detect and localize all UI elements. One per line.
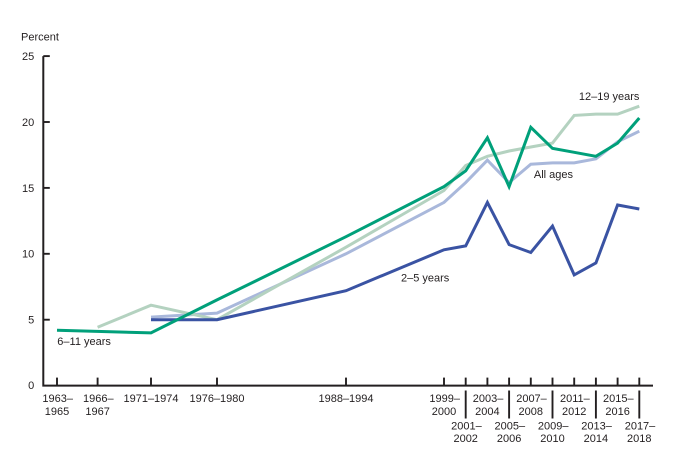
svg-text:2015–: 2015– [603, 393, 634, 405]
svg-text:All ages: All ages [534, 169, 574, 181]
svg-text:2–5 years: 2–5 years [401, 273, 450, 285]
svg-text:2002: 2002 [453, 433, 477, 445]
svg-text:2010: 2010 [540, 433, 564, 445]
svg-text:2005–: 2005– [495, 420, 526, 432]
svg-text:2003–: 2003– [473, 393, 504, 405]
svg-text:2013–: 2013– [581, 420, 612, 432]
svg-text:20: 20 [22, 117, 34, 129]
svg-text:6–11 years: 6–11 years [57, 336, 111, 348]
svg-text:2017–: 2017– [625, 420, 656, 432]
svg-text:1976–1980: 1976–1980 [189, 393, 244, 405]
svg-text:1963–: 1963– [42, 393, 73, 405]
svg-text:2001–: 2001– [451, 420, 482, 432]
svg-text:2012: 2012 [562, 406, 586, 418]
svg-text:2004: 2004 [475, 406, 499, 418]
svg-text:Percent: Percent [21, 32, 59, 44]
svg-text:25: 25 [22, 51, 34, 63]
svg-text:2016: 2016 [605, 406, 629, 418]
svg-text:2018: 2018 [627, 433, 651, 445]
svg-text:15: 15 [22, 183, 34, 195]
svg-text:10: 10 [22, 249, 34, 261]
svg-text:12–19 years: 12–19 years [579, 91, 640, 103]
svg-text:1965: 1965 [45, 406, 69, 418]
svg-text:2000: 2000 [432, 406, 456, 418]
svg-text:2008: 2008 [519, 406, 543, 418]
svg-text:2006: 2006 [497, 433, 521, 445]
svg-text:1999–: 1999– [429, 393, 460, 405]
svg-text:1971–1974: 1971–1974 [123, 393, 178, 405]
svg-text:1967: 1967 [85, 406, 109, 418]
svg-text:1966–: 1966– [83, 393, 114, 405]
svg-text:2014: 2014 [584, 433, 608, 445]
svg-text:2011–: 2011– [560, 393, 591, 405]
svg-text:2007–: 2007– [516, 393, 547, 405]
svg-text:0: 0 [28, 380, 34, 392]
svg-text:2009–: 2009– [538, 420, 569, 432]
svg-text:1988–1994: 1988–1994 [318, 393, 373, 405]
svg-text:5: 5 [28, 315, 34, 327]
